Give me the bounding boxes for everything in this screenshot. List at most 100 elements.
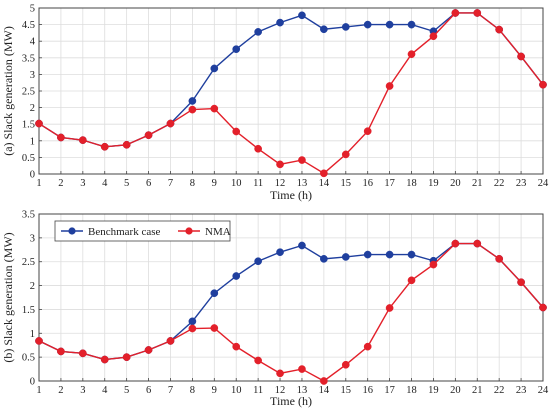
y-tick-label: 2.5 (22, 87, 35, 98)
x-tick-label: 13 (297, 178, 308, 189)
y-tick-label: 0 (30, 377, 35, 388)
x-axis-label: Time (h) (270, 394, 312, 408)
x-tick-label: 16 (362, 385, 373, 396)
data-point (407, 276, 416, 285)
series-nma (35, 239, 547, 385)
data-point (539, 303, 547, 312)
data-point (407, 250, 416, 259)
data-point (473, 239, 482, 248)
legend-marker (68, 227, 76, 235)
data-point (276, 160, 284, 169)
y-tick-label: 3 (30, 233, 35, 244)
data-point (298, 11, 306, 20)
data-point (188, 317, 197, 326)
x-tick-label: 22 (494, 385, 505, 396)
x-tick-label: 4 (102, 385, 108, 396)
x-tick-label: 21 (472, 385, 483, 396)
x-tick-label: 7 (168, 385, 173, 396)
data-point (210, 324, 219, 332)
data-point (57, 133, 65, 142)
data-point (254, 356, 262, 365)
x-tick-label: 24 (538, 178, 549, 189)
y-tick-label: 2 (30, 281, 35, 292)
data-point (188, 324, 197, 333)
data-point (517, 278, 525, 287)
data-point (78, 349, 87, 358)
y-tick-label: 2 (30, 103, 35, 114)
data-point (166, 337, 175, 345)
x-tick-label: 23 (516, 178, 527, 189)
x-tick-label: 21 (472, 178, 483, 189)
x-tick-label: 12 (275, 178, 286, 189)
data-point (188, 105, 197, 114)
data-point (166, 119, 175, 128)
x-tick-label: 2 (58, 385, 63, 396)
data-point (495, 255, 504, 263)
y-axis-label: (a) Slack generation (MW) (1, 26, 15, 156)
data-point (276, 369, 284, 378)
data-point (320, 25, 328, 34)
data-point (495, 25, 504, 34)
x-tick-label: 5 (124, 178, 129, 189)
data-point (341, 253, 350, 261)
data-point (254, 257, 262, 266)
data-point (451, 9, 460, 17)
x-tick-label: 20 (450, 385, 461, 396)
x-tick-label: 6 (146, 385, 151, 396)
series-benchmark (35, 239, 547, 364)
legend-item: NMA (178, 226, 231, 238)
x-tick-label: 11 (253, 385, 263, 396)
series-line (38, 12, 544, 175)
data-point (78, 136, 87, 144)
x-tick-label: 1 (36, 178, 41, 189)
data-point (210, 289, 219, 298)
series-nma (35, 9, 547, 178)
x-axis-label: Time (h) (270, 188, 312, 202)
x-tick-label: 20 (450, 178, 461, 189)
legend-label: Benchmark case (88, 226, 160, 238)
data-point (341, 360, 350, 369)
legend-label: NMA (205, 226, 231, 238)
x-tick-label: 13 (297, 385, 308, 396)
data-point (385, 304, 394, 312)
plot-frame (38, 213, 544, 382)
x-tick-label: 19 (428, 385, 439, 396)
data-point (276, 18, 284, 27)
data-point (451, 239, 460, 248)
data-point (100, 142, 109, 151)
data-point (232, 342, 241, 351)
y-tick-label: 2.5 (22, 257, 35, 268)
data-point (363, 127, 372, 136)
data-point (122, 353, 131, 361)
x-tick-label: 6 (146, 178, 151, 189)
y-tick-label: 4.5 (22, 20, 35, 31)
legend-item: Benchmark case (61, 226, 160, 238)
series-line (38, 242, 544, 361)
x-tick-label: 24 (538, 385, 549, 396)
data-point (298, 365, 306, 373)
data-point (144, 346, 153, 354)
y-tick-label: 1 (30, 136, 35, 147)
x-tick-label: 11 (253, 178, 263, 189)
data-point (320, 377, 328, 385)
data-point (320, 255, 328, 263)
grid (38, 7, 544, 175)
x-tick-label: 7 (168, 178, 173, 189)
data-point (232, 272, 241, 280)
data-point (385, 250, 394, 259)
y-tick-label: 3.5 (22, 53, 35, 64)
data-point (517, 52, 525, 61)
legend-box (54, 220, 231, 242)
x-tick-label: 17 (384, 178, 395, 189)
y-axis-label: (b) Slack generation (MW) (1, 232, 15, 362)
x-tick-label: 3 (80, 385, 85, 396)
x-tick-label: 2 (58, 178, 63, 189)
data-point (254, 28, 262, 36)
data-point (35, 337, 43, 345)
data-point (407, 20, 416, 29)
y-tick-label: 3 (30, 70, 35, 81)
data-point (429, 260, 438, 269)
x-tick-label: 14 (319, 385, 330, 396)
y-tick-label: 0 (30, 170, 35, 181)
x-tick-label: 16 (362, 178, 373, 189)
